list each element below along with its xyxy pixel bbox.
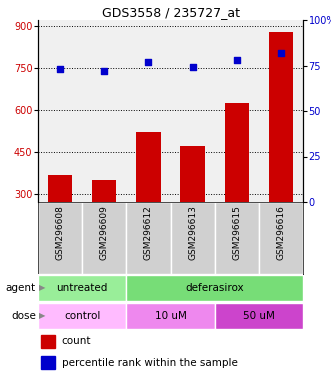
Text: 50 uM: 50 uM xyxy=(243,311,275,321)
Text: percentile rank within the sample: percentile rank within the sample xyxy=(62,358,238,367)
Point xyxy=(58,66,63,72)
Text: count: count xyxy=(62,336,91,346)
Text: ▶: ▶ xyxy=(39,283,45,293)
Bar xyxy=(38,202,82,274)
Text: dose: dose xyxy=(11,311,36,321)
Text: ▶: ▶ xyxy=(39,311,45,321)
Bar xyxy=(41,335,55,348)
Bar xyxy=(180,146,205,278)
Bar xyxy=(126,275,303,301)
Point xyxy=(146,59,151,65)
Text: agent: agent xyxy=(6,283,36,293)
Bar xyxy=(215,303,303,329)
Bar xyxy=(82,202,126,274)
Text: GSM296608: GSM296608 xyxy=(56,205,65,260)
Bar xyxy=(126,303,215,329)
Point xyxy=(278,50,284,56)
Text: GSM296616: GSM296616 xyxy=(276,205,285,260)
Text: deferasirox: deferasirox xyxy=(185,283,244,293)
Text: control: control xyxy=(64,311,100,321)
Text: GSM296609: GSM296609 xyxy=(100,205,109,260)
Text: GSM296613: GSM296613 xyxy=(188,205,197,260)
Bar xyxy=(38,303,126,329)
Text: GSM296615: GSM296615 xyxy=(232,205,241,260)
Bar xyxy=(136,132,161,278)
Bar xyxy=(225,103,249,278)
Bar xyxy=(269,32,293,278)
Bar xyxy=(92,180,117,278)
Text: untreated: untreated xyxy=(57,283,108,293)
Point xyxy=(234,57,239,63)
Bar xyxy=(48,175,72,278)
Point xyxy=(102,68,107,74)
Bar xyxy=(38,275,126,301)
Bar xyxy=(126,202,170,274)
Bar xyxy=(170,202,215,274)
Bar xyxy=(215,202,259,274)
Bar xyxy=(259,202,303,274)
Text: GDS3558 / 235727_at: GDS3558 / 235727_at xyxy=(102,6,240,19)
Point xyxy=(190,64,195,70)
Text: GSM296612: GSM296612 xyxy=(144,205,153,260)
Bar xyxy=(41,356,55,369)
Text: 10 uM: 10 uM xyxy=(155,311,186,321)
